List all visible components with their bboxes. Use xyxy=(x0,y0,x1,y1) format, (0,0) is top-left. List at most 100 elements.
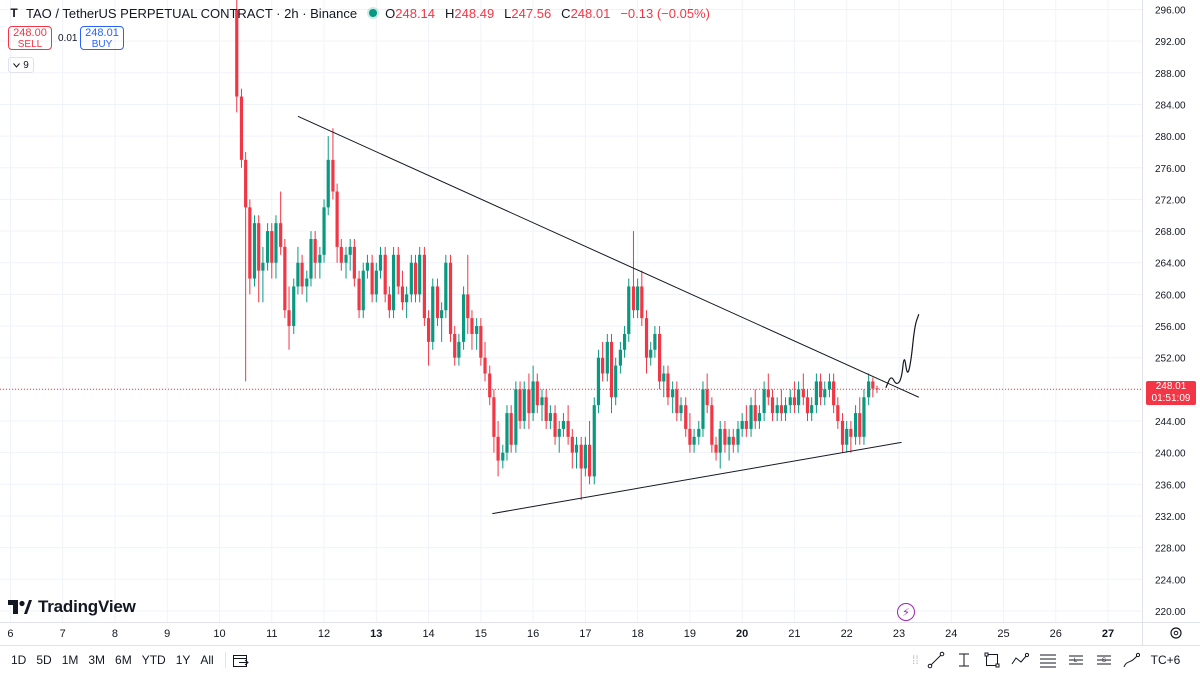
candle-body xyxy=(788,397,792,406)
sell-button[interactable]: 248.00 SELL xyxy=(8,26,52,50)
candle-body xyxy=(470,318,474,334)
tradingview-logo[interactable]: TradingView xyxy=(8,597,136,617)
rectangle-icon[interactable] xyxy=(981,649,1003,671)
candle xyxy=(753,389,757,429)
range-1y[interactable]: 1Y xyxy=(175,653,191,667)
candle-body xyxy=(757,413,762,421)
candle xyxy=(797,381,801,414)
candle xyxy=(239,88,244,168)
candle xyxy=(514,381,518,453)
candle-body xyxy=(335,191,339,247)
candle-body xyxy=(265,231,270,263)
candle-body xyxy=(261,262,265,271)
time-axis-label: 10 xyxy=(213,628,225,640)
range-1m[interactable]: 1M xyxy=(61,653,79,667)
candle xyxy=(636,278,640,319)
candle-body xyxy=(405,294,409,303)
candle-body xyxy=(566,420,570,437)
candle xyxy=(622,326,627,358)
candle xyxy=(566,405,570,445)
candle-body xyxy=(609,341,614,398)
candle-body xyxy=(496,436,500,461)
candle xyxy=(705,373,709,414)
time-axis: 6 7 8 9 10 11 12 13 14 15 16 17 18 19 20 21 22 23 24 25 26 27 xyxy=(7,628,1114,640)
time-axis-label: 9 xyxy=(164,628,170,640)
candle xyxy=(688,413,692,453)
candle-body xyxy=(614,365,618,398)
candle xyxy=(845,420,849,453)
time-axis-label: 7 xyxy=(60,628,66,640)
candle xyxy=(344,246,348,279)
range-1d[interactable]: 1D xyxy=(11,653,27,667)
candle-body xyxy=(783,405,788,414)
candle-body xyxy=(596,357,601,406)
candle xyxy=(531,365,535,421)
buy-button[interactable]: 248.01 BUY xyxy=(80,26,124,50)
price-axis-label: 284.00 xyxy=(1155,100,1186,111)
candle-body xyxy=(810,405,814,414)
candle-body xyxy=(574,444,579,453)
candle-body xyxy=(426,318,431,342)
candle-body xyxy=(727,436,731,445)
long-position-icon[interactable]: L xyxy=(1065,649,1087,671)
candle xyxy=(871,377,875,398)
candle xyxy=(488,365,492,406)
calendar-range-icon[interactable] xyxy=(232,652,250,668)
candle-body xyxy=(666,373,670,398)
candle-body xyxy=(753,405,757,421)
cross-line-icon[interactable] xyxy=(953,649,975,671)
bottom-divider xyxy=(0,645,1200,646)
brush-icon[interactable] xyxy=(1121,649,1143,671)
candle xyxy=(257,215,261,303)
candle-body xyxy=(501,452,505,461)
range-3m[interactable]: 3M xyxy=(88,653,106,667)
time-axis-label: 21 xyxy=(788,628,800,640)
candle xyxy=(810,397,814,421)
candle-body xyxy=(300,262,304,287)
candle xyxy=(305,270,309,303)
ohlc-close: C248.01 xyxy=(561,5,611,21)
drag-handle-icon[interactable]: ⁞⁞ xyxy=(912,653,919,667)
candle xyxy=(509,405,513,453)
candle xyxy=(400,270,405,311)
timezone-label[interactable]: TC+6 xyxy=(1150,653,1181,667)
range-ytd[interactable]: YTD xyxy=(141,653,166,667)
time-axis-label: 25 xyxy=(997,628,1009,640)
time-axis-label: 14 xyxy=(422,628,434,640)
range-all[interactable]: All xyxy=(200,653,214,667)
candle xyxy=(535,373,539,414)
candle xyxy=(331,128,335,200)
candle xyxy=(483,341,487,382)
short-position-icon[interactable]: S xyxy=(1093,649,1115,671)
candle xyxy=(775,397,779,421)
candle-body xyxy=(570,436,574,453)
settings-gear-icon[interactable] xyxy=(1170,627,1182,639)
candle-body xyxy=(431,286,435,342)
tradingview-logo-icon xyxy=(8,600,32,614)
spread-value: 0.01 xyxy=(58,32,78,44)
candle-body xyxy=(322,207,326,255)
trend-line-icon[interactable] xyxy=(925,649,947,671)
candle xyxy=(718,420,722,469)
candle-body xyxy=(283,246,287,311)
range-6m[interactable]: 6M xyxy=(115,653,132,667)
ohlc-high: H248.49 xyxy=(445,5,495,21)
indicators-toggle[interactable]: 9 xyxy=(8,57,34,73)
candle xyxy=(823,381,827,406)
candle-body xyxy=(535,381,539,406)
range-5d[interactable]: 5D xyxy=(36,653,52,667)
candle-body xyxy=(418,254,422,295)
candle-body xyxy=(867,381,871,398)
candle xyxy=(252,215,257,287)
candle-body xyxy=(601,357,605,374)
candle xyxy=(832,373,836,414)
price-change: −0.13 (−0.05%) xyxy=(620,5,710,21)
fib-icon[interactable] xyxy=(1037,649,1059,671)
candle-body xyxy=(640,286,644,319)
lightning-icon[interactable]: ⚡ xyxy=(897,603,915,621)
symbol-title[interactable]: TAO / TetherUS PERPETUAL CONTRACT · 2h ·… xyxy=(26,5,358,21)
path-icon[interactable] xyxy=(1009,649,1031,671)
candle xyxy=(396,246,400,295)
price-axis-label: 276.00 xyxy=(1155,164,1186,175)
